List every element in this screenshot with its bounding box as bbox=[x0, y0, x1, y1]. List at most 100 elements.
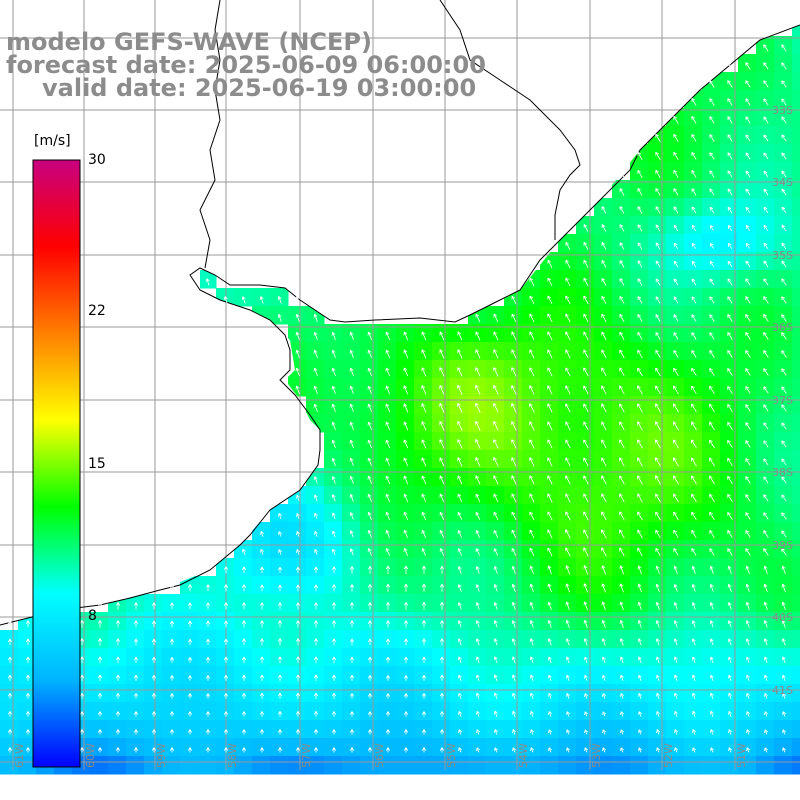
wind-arrow bbox=[349, 475, 354, 484]
wind-arrow bbox=[673, 565, 678, 575]
wind-arrow bbox=[565, 331, 571, 341]
wind-arrow bbox=[727, 152, 733, 160]
wind-speed-cell bbox=[216, 612, 235, 631]
wind-arrow bbox=[439, 583, 445, 592]
wind-speed-cell bbox=[630, 738, 649, 757]
wind-speed-cell bbox=[540, 342, 559, 361]
wind-speed-cell bbox=[450, 738, 469, 757]
wind-arrow bbox=[727, 188, 733, 196]
wind-arrow bbox=[529, 529, 535, 539]
wind-speed-cell bbox=[378, 684, 397, 703]
wind-arrow bbox=[745, 422, 751, 430]
wind-speed-cell bbox=[540, 450, 559, 469]
wind-arrow bbox=[691, 511, 697, 521]
wind-arrow bbox=[656, 674, 660, 682]
wind-arrow bbox=[511, 295, 517, 305]
wind-arrow bbox=[205, 602, 211, 610]
wind-arrow bbox=[403, 475, 409, 485]
wind-speed-cell bbox=[450, 720, 469, 739]
wind-speed-cell bbox=[504, 756, 523, 775]
wind-arrow bbox=[583, 638, 588, 646]
wind-arrow bbox=[529, 547, 535, 557]
wind-speed-cell bbox=[792, 180, 800, 199]
wind-arrow bbox=[745, 152, 751, 160]
wind-arrow bbox=[457, 331, 463, 341]
wind-speed-cell bbox=[378, 756, 397, 775]
wind-arrow bbox=[7, 747, 13, 753]
wind-arrow bbox=[583, 511, 589, 521]
wind-arrow bbox=[349, 620, 355, 628]
wind-speed-cell bbox=[342, 702, 361, 721]
wind-arrow bbox=[529, 313, 535, 323]
wind-arrow bbox=[619, 242, 625, 250]
wind-arrow bbox=[619, 188, 625, 196]
wind-speed-cell bbox=[630, 756, 649, 775]
wind-arrow bbox=[457, 656, 462, 664]
wind-arrow bbox=[565, 493, 571, 503]
wind-arrow bbox=[565, 313, 571, 323]
wind-arrow bbox=[602, 747, 607, 753]
wind-arrow bbox=[457, 475, 463, 485]
wind-arrow bbox=[673, 133, 679, 143]
wind-arrow bbox=[367, 457, 372, 467]
wind-arrow bbox=[205, 729, 211, 735]
wind-arrow bbox=[638, 674, 642, 682]
wind-arrow bbox=[745, 116, 751, 124]
wind-speed-cell bbox=[450, 756, 469, 775]
wind-arrow bbox=[133, 602, 139, 610]
wind-arrow bbox=[781, 422, 787, 430]
wind-arrow bbox=[457, 384, 463, 395]
wind-speed-cell bbox=[702, 234, 721, 253]
wind-arrow bbox=[763, 134, 769, 142]
wind-arrow bbox=[655, 656, 660, 664]
title-model: modelo GEFS-WAVE (NCEP) bbox=[6, 28, 372, 56]
wind-arrow bbox=[763, 188, 769, 196]
wind-speed-cell bbox=[558, 540, 577, 559]
wind-arrow bbox=[637, 242, 643, 250]
wind-arrow bbox=[619, 367, 625, 377]
lat-label: 39S bbox=[772, 539, 793, 552]
wind-arrow bbox=[781, 638, 786, 646]
wind-arrow bbox=[709, 134, 715, 142]
wind-arrow bbox=[511, 602, 516, 610]
wind-arrow bbox=[331, 421, 336, 431]
wind-arrow bbox=[709, 224, 715, 231]
wind-arrow bbox=[349, 693, 355, 699]
wind-arrow bbox=[691, 439, 697, 449]
wind-arrow bbox=[385, 493, 391, 503]
wind-arrow bbox=[709, 385, 715, 395]
wind-speed-cell bbox=[630, 450, 649, 469]
wind-arrow bbox=[548, 692, 552, 699]
wind-speed-cell bbox=[432, 720, 451, 739]
wind-arrow bbox=[656, 692, 660, 700]
wind-speed-cell bbox=[792, 576, 800, 595]
wind-speed-cell bbox=[468, 396, 487, 415]
wind-speed-cell bbox=[396, 684, 415, 703]
wind-arrow bbox=[493, 402, 499, 413]
wind-arrow bbox=[331, 674, 337, 681]
wind-arrow bbox=[403, 620, 409, 628]
wind-arrow bbox=[727, 565, 732, 575]
wind-speed-cell bbox=[432, 684, 451, 703]
wind-speed-cell bbox=[162, 702, 181, 721]
wind-arrow bbox=[421, 747, 427, 753]
wind-speed-cell bbox=[378, 720, 397, 739]
wind-arrow bbox=[727, 475, 733, 485]
wind-arrow bbox=[529, 583, 534, 593]
wind-speed-cell bbox=[306, 666, 325, 685]
land-area bbox=[0, 0, 800, 625]
wind-arrow bbox=[565, 511, 571, 521]
wind-arrow bbox=[745, 601, 750, 610]
wind-arrow bbox=[691, 656, 696, 664]
wind-speed-cell bbox=[144, 612, 163, 631]
wind-arrow bbox=[602, 711, 607, 717]
wind-arrow bbox=[709, 403, 715, 413]
wind-arrow bbox=[385, 457, 391, 467]
lon-label: 53W bbox=[590, 743, 603, 768]
lat-lon-grid bbox=[0, 0, 800, 770]
wind-arrow bbox=[709, 98, 715, 106]
wind-speed-cell bbox=[198, 720, 217, 739]
wind-speed-cell bbox=[324, 738, 343, 757]
wind-speed-cell bbox=[216, 666, 235, 685]
wind-speed-cell bbox=[198, 702, 217, 721]
